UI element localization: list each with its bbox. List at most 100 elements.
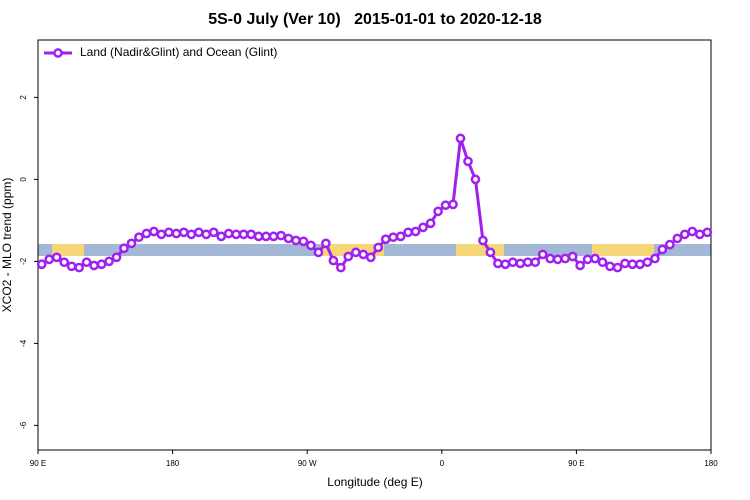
data-point	[119, 243, 129, 254]
data-point	[336, 262, 346, 273]
data-point	[552, 254, 563, 265]
data-point	[530, 257, 541, 268]
legend-label: Land (Nadir&Glint) and Ocean (Glint)	[80, 45, 277, 59]
data-point	[657, 244, 668, 255]
data-point	[687, 226, 698, 237]
data-point	[149, 226, 159, 237]
data-point	[425, 218, 436, 229]
data-point	[665, 239, 675, 250]
y-tick-label: -4	[19, 339, 28, 347]
data-point	[642, 257, 653, 268]
data-point	[89, 260, 99, 271]
data-point	[590, 253, 600, 264]
data-point	[463, 156, 473, 167]
data-point	[126, 238, 137, 249]
data-point	[156, 229, 167, 240]
data-point	[507, 257, 518, 268]
y-tick-label: -6	[19, 421, 28, 429]
data-point	[178, 227, 189, 238]
data-point	[223, 228, 234, 239]
data-point	[74, 262, 84, 273]
data-point	[201, 229, 212, 240]
data-point	[410, 226, 421, 237]
data-point	[261, 231, 271, 242]
data-point	[395, 231, 406, 242]
data-point	[694, 229, 705, 240]
data-point	[283, 233, 294, 244]
data-point	[455, 133, 466, 144]
data-point	[298, 236, 309, 247]
data-point	[440, 200, 451, 211]
data-point	[208, 227, 219, 238]
data-point	[672, 233, 683, 244]
data-point	[627, 259, 638, 270]
data-point	[306, 240, 316, 251]
data-point	[515, 258, 526, 269]
data-point	[597, 257, 608, 268]
data-point	[313, 247, 324, 258]
x-tick-label: 180	[166, 459, 180, 468]
land-patch	[52, 244, 84, 256]
land-patch	[592, 244, 654, 256]
data-point	[216, 231, 227, 242]
y-axis-title: XCO2 - MLO trend (ppm)	[0, 178, 14, 313]
data-point	[612, 262, 623, 273]
data-point	[171, 228, 182, 239]
data-point	[418, 222, 428, 233]
data-point	[545, 253, 556, 264]
data-point	[81, 257, 92, 268]
y-tick-label: 0	[19, 177, 28, 182]
chart-title: 5S-0 July (Ver 10) 2015-01-01 to 2020-12…	[208, 11, 542, 28]
data-point	[620, 258, 630, 269]
data-point	[321, 238, 331, 249]
data-point	[141, 228, 152, 239]
data-point	[582, 254, 593, 265]
x-tick-label: 90 E	[568, 459, 584, 468]
data-point	[365, 252, 376, 263]
plot-frame	[37, 39, 712, 451]
data-point	[186, 229, 197, 240]
data-point	[433, 206, 443, 217]
data-point	[522, 257, 533, 268]
data-point	[575, 260, 585, 271]
x-tick-label: 90 W	[298, 459, 317, 468]
data-point	[679, 229, 690, 240]
data-point	[448, 199, 458, 210]
data-point	[134, 232, 144, 243]
data-point	[51, 252, 62, 263]
data-point	[36, 259, 47, 270]
x-axis-title: Longitude (deg E)	[327, 475, 422, 489]
x-tick-label: 90 E	[30, 459, 46, 468]
data-point	[470, 174, 481, 185]
data-point	[403, 227, 413, 238]
data-point	[253, 231, 264, 242]
data-point	[291, 235, 301, 246]
y-tick-label: 2	[19, 95, 28, 100]
data-point	[268, 231, 279, 242]
data-point	[193, 227, 204, 238]
data-point	[537, 249, 548, 260]
data-point	[650, 253, 660, 264]
data-point	[343, 251, 354, 262]
data-point	[111, 252, 122, 263]
data-point	[560, 253, 571, 264]
data-point	[231, 229, 242, 240]
data-point	[380, 234, 391, 245]
x-tick-label: 0	[440, 459, 445, 468]
data-point	[164, 227, 174, 238]
data-point	[388, 232, 399, 243]
data-point	[350, 247, 361, 258]
data-point	[246, 229, 256, 240]
data-point	[59, 257, 70, 268]
data-point	[702, 227, 713, 238]
data-point	[478, 235, 488, 246]
land-patch	[456, 244, 504, 256]
data-point	[500, 259, 511, 270]
data-point	[328, 255, 339, 266]
y-tick-label: -2	[19, 257, 28, 265]
data-point	[493, 258, 503, 269]
data-point	[66, 261, 77, 272]
data-point	[276, 230, 286, 241]
